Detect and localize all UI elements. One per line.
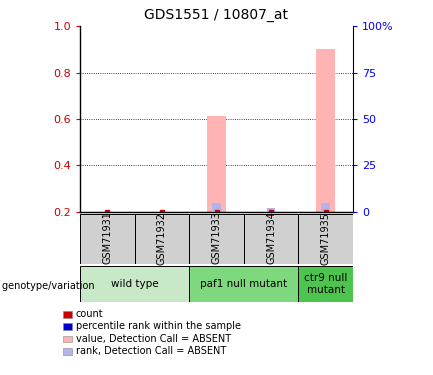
- Bar: [189, 266, 298, 302]
- Text: rank, Detection Call = ABSENT: rank, Detection Call = ABSENT: [76, 346, 226, 356]
- Text: GSM71933: GSM71933: [211, 211, 222, 264]
- Title: GDS1551 / 10807_at: GDS1551 / 10807_at: [145, 9, 288, 22]
- Bar: [135, 214, 189, 264]
- Text: GSM71935: GSM71935: [320, 211, 331, 264]
- Text: GSM71932: GSM71932: [157, 211, 167, 264]
- Bar: [80, 266, 189, 302]
- Bar: [321, 202, 330, 212]
- Bar: [267, 209, 275, 212]
- Bar: [189, 214, 244, 264]
- Text: paf1 null mutant: paf1 null mutant: [200, 279, 288, 289]
- Text: count: count: [76, 309, 103, 319]
- Bar: [80, 214, 135, 264]
- Bar: [244, 214, 298, 264]
- Text: percentile rank within the sample: percentile rank within the sample: [76, 321, 241, 331]
- Bar: [298, 266, 353, 302]
- Bar: [207, 116, 226, 212]
- Bar: [212, 202, 221, 212]
- Text: ctr9 null
mutant: ctr9 null mutant: [304, 273, 347, 295]
- Bar: [298, 214, 353, 264]
- Text: value, Detection Call = ABSENT: value, Detection Call = ABSENT: [76, 334, 231, 344]
- Bar: [316, 50, 335, 212]
- Text: GSM71934: GSM71934: [266, 211, 276, 264]
- Text: wild type: wild type: [111, 279, 158, 289]
- Text: GSM71931: GSM71931: [102, 211, 113, 264]
- Text: genotype/variation: genotype/variation: [2, 281, 98, 291]
